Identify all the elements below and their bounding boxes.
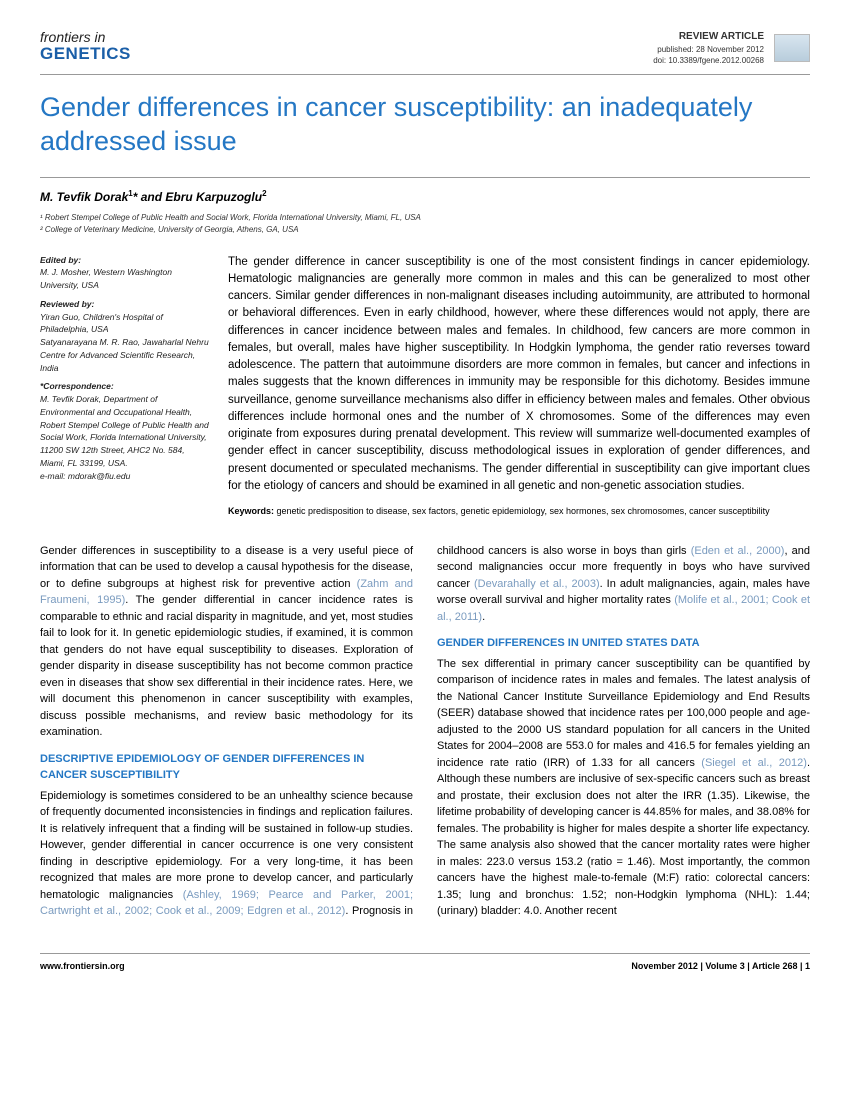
edited-by: M. J. Mosher, Western Washington Univers…: [40, 267, 172, 290]
citation: (Devarahally et al., 2003): [474, 578, 600, 590]
correspondence-email: e-mail: mdorak@fiu.edu: [40, 471, 130, 481]
page-footer: www.frontiersin.org November 2012 | Volu…: [40, 953, 810, 973]
editorial-sidebar: Edited by: M. J. Mosher, Western Washing…: [40, 254, 210, 519]
published-date: published: 28 November 2012: [653, 44, 764, 55]
abstract-block: Edited by: M. J. Mosher, Western Washing…: [40, 254, 810, 519]
citation: (Eden et al., 2000): [691, 545, 785, 557]
reviewed-by-label: Reviewed by:: [40, 299, 94, 309]
abstract-text: The gender difference in cancer suscepti…: [228, 254, 810, 496]
article-title: Gender differences in cancer susceptibil…: [40, 91, 810, 159]
affiliation-1: ¹ Robert Stempel College of Public Healt…: [40, 212, 810, 224]
section-2-paragraph: The sex differential in primary cancer s…: [437, 656, 810, 920]
author-and: and: [141, 190, 166, 204]
page-header: frontiers in GENETICS REVIEW ARTICLE pub…: [40, 30, 810, 75]
affiliation-2: ² College of Veterinary Medicine, Univer…: [40, 224, 810, 236]
edited-by-label: Edited by:: [40, 255, 81, 265]
article-type: REVIEW ARTICLE: [653, 30, 764, 44]
affiliations: ¹ Robert Stempel College of Public Healt…: [40, 212, 810, 236]
keywords: Keywords: genetic predisposition to dise…: [228, 505, 810, 519]
doi: doi: 10.3389/fgene.2012.00268: [653, 55, 764, 66]
keywords-text: genetic predisposition to disease, sex f…: [277, 506, 770, 516]
correspondence-label: *Correspondence:: [40, 381, 114, 391]
author-1: M. Tevfik Dorak1*: [40, 190, 137, 204]
journal-brand: frontiers in GENETICS: [40, 30, 131, 64]
abstract-column: The gender difference in cancer suscepti…: [228, 254, 810, 519]
article-meta: REVIEW ARTICLE published: 28 November 20…: [653, 30, 810, 66]
correspondence: M. Tevfik Dorak, Department of Environme…: [40, 394, 209, 468]
footer-url: www.frontiersin.org: [40, 960, 125, 973]
intro-paragraph: Gender differences in susceptibility to …: [40, 543, 413, 741]
author-2: Ebru Karpuzoglu2: [165, 190, 266, 204]
journal-logo-icon: [774, 34, 810, 62]
reviewer-2: Satyanarayana M. R. Rao, Jawaharlal Nehr…: [40, 337, 209, 373]
section-head-2: GENDER DIFFERENCES IN UNITED STATES DATA: [437, 635, 810, 652]
reviewer-1: Yiran Guo, Children's Hospital of Philad…: [40, 312, 163, 335]
footer-citation: November 2012 | Volume 3 | Article 268 |…: [631, 960, 810, 973]
citation: (Siegel et al., 2012): [701, 757, 807, 769]
section-head-1: DESCRIPTIVE EPIDEMIOLOGY OF GENDER DIFFE…: [40, 751, 413, 784]
journal-bottom: GENETICS: [40, 45, 131, 64]
journal-top: frontiers in: [40, 30, 131, 45]
body-columns: Gender differences in susceptibility to …: [40, 543, 810, 925]
authors: M. Tevfik Dorak1* and Ebru Karpuzoglu2: [40, 177, 810, 206]
keywords-label: Keywords:: [228, 506, 274, 516]
